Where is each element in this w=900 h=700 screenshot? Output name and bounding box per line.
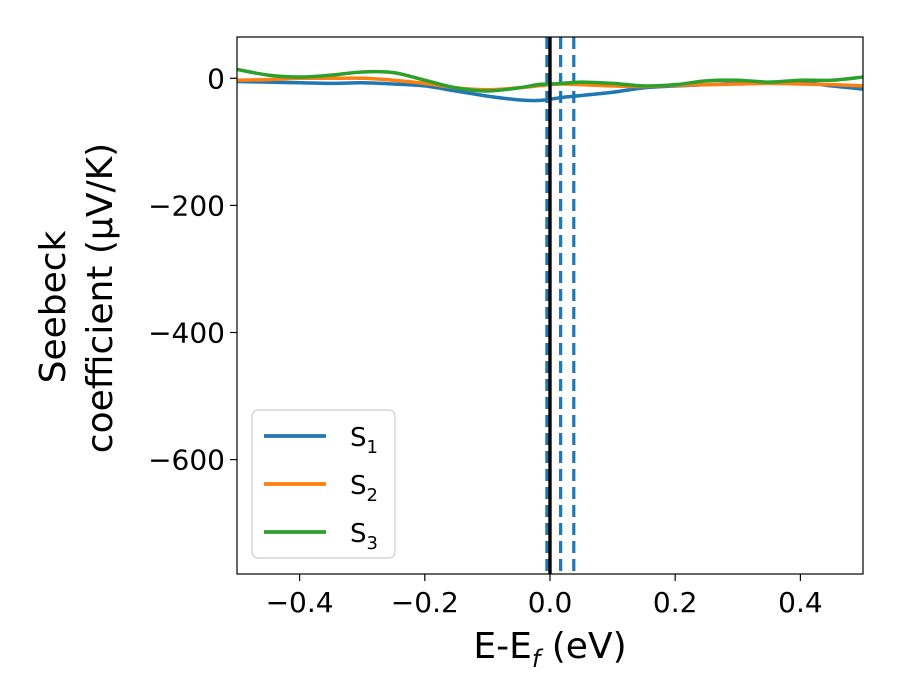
x-tick-label: 0.2 [653, 586, 698, 619]
y-axis-ticks: 0 −200 −400 −600 [148, 62, 237, 477]
x-axis-ticks: −0.4 −0.2 0.0 0.2 0.4 [266, 574, 823, 619]
legend-label-s3: S3 [350, 519, 378, 554]
y-axis-title-line1: Seebeck [33, 230, 74, 383]
x-tick-label: 0.4 [778, 586, 823, 619]
y-tick-label: 0 [207, 62, 225, 95]
legend-label-s2: S2 [350, 471, 378, 506]
x-tick-label: −0.4 [266, 586, 334, 619]
x-tick-label: 0.0 [528, 586, 573, 619]
legend-label-s1: S1 [350, 423, 378, 458]
x-tick-label: −0.2 [391, 586, 459, 619]
x-axis-title: E-Ef (eV) [473, 626, 626, 673]
series-lines [236, 37, 864, 574]
legend: S1 S2 S3 [251, 409, 396, 559]
y-tick-label: −600 [148, 444, 225, 477]
y-axis-title-line2: coefficient (μV/K) [80, 143, 121, 453]
y-tick-label: −200 [148, 189, 225, 222]
y-tick-label: −400 [148, 317, 225, 350]
